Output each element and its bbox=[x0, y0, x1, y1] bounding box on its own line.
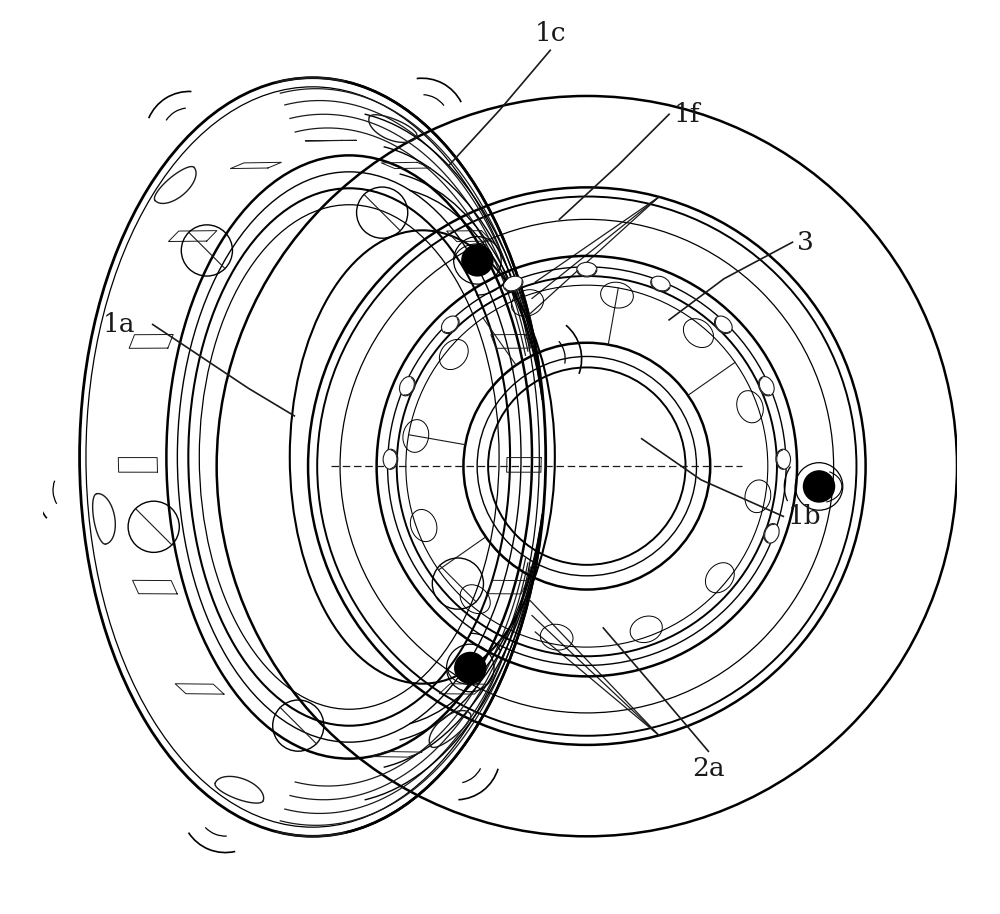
Text: 1f: 1f bbox=[674, 101, 700, 127]
Ellipse shape bbox=[759, 377, 774, 396]
Ellipse shape bbox=[776, 449, 791, 469]
Circle shape bbox=[803, 471, 835, 502]
Text: 1c: 1c bbox=[534, 21, 566, 46]
Text: 1b: 1b bbox=[788, 504, 822, 529]
Ellipse shape bbox=[651, 276, 670, 292]
Circle shape bbox=[462, 245, 493, 276]
Text: 2a: 2a bbox=[692, 756, 725, 781]
Text: 3: 3 bbox=[797, 229, 814, 255]
Ellipse shape bbox=[577, 262, 597, 277]
Ellipse shape bbox=[504, 276, 523, 292]
Ellipse shape bbox=[383, 449, 398, 469]
Ellipse shape bbox=[764, 524, 779, 543]
Ellipse shape bbox=[441, 316, 459, 334]
Circle shape bbox=[455, 653, 486, 684]
Text: 1a: 1a bbox=[102, 312, 135, 337]
Ellipse shape bbox=[714, 316, 732, 334]
Ellipse shape bbox=[399, 377, 415, 396]
